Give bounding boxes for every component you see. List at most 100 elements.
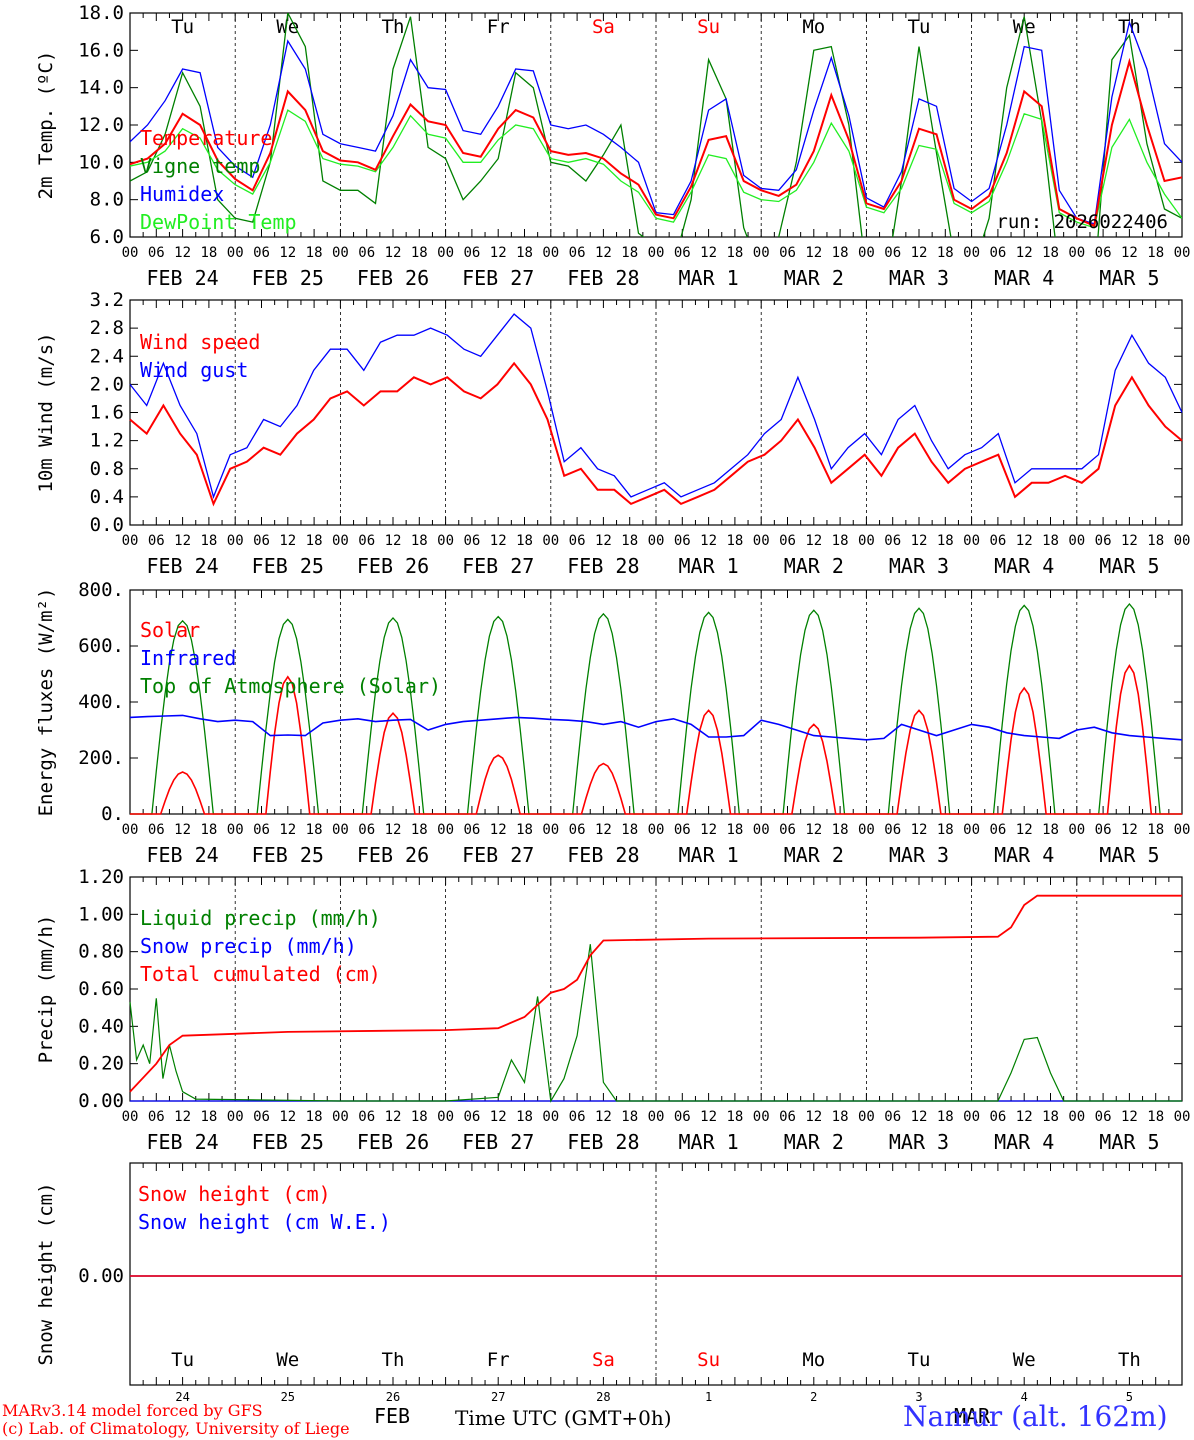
hour-tick-label: 12 xyxy=(1016,533,1033,549)
y-tick-label: 0.00 xyxy=(78,1090,124,1112)
legend-entry: Infrared xyxy=(140,646,236,670)
hour-tick-label: 00 xyxy=(648,533,665,549)
date-label: FEB 28 xyxy=(567,843,639,867)
hour-tick-label: 00 xyxy=(963,822,980,838)
hour-tick-label: 12 xyxy=(595,245,612,261)
month-label: MAR xyxy=(954,1404,991,1428)
weekday-label: Sa xyxy=(592,1349,615,1371)
hour-tick-label: 00 xyxy=(1068,1109,1085,1125)
hour-tick-label: 06 xyxy=(779,533,796,549)
hour-tick-label: 12 xyxy=(805,822,822,838)
hour-tick-label: 06 xyxy=(148,533,165,549)
hour-tick-label: 00 xyxy=(1174,1109,1191,1125)
y-tick-label: 0. xyxy=(101,803,124,825)
weekday-label: We xyxy=(276,1349,299,1371)
hour-tick-label: 12 xyxy=(279,245,296,261)
hour-tick-label: 12 xyxy=(1121,1109,1138,1125)
date-label: FEB 27 xyxy=(462,266,534,290)
y-tick-label: 800. xyxy=(78,579,124,601)
hour-tick-label: 06 xyxy=(1095,1109,1112,1125)
y-tick-label: 1.6 xyxy=(90,402,124,424)
hour-tick-label: 06 xyxy=(253,245,270,261)
hour-tick-label: 12 xyxy=(911,1109,928,1125)
weekday-label: We xyxy=(276,16,299,38)
weekday-label: Th xyxy=(1118,16,1141,38)
hour-tick-label: 00 xyxy=(1068,822,1085,838)
date-label: MAR 5 xyxy=(1099,1130,1159,1154)
series-wind-gust xyxy=(129,313,1183,499)
hour-tick-label: 18 xyxy=(411,533,428,549)
date-label: MAR 3 xyxy=(889,1130,949,1154)
day-number: 26 xyxy=(386,1390,400,1404)
date-label: MAR 3 xyxy=(889,843,949,867)
date-label: MAR 4 xyxy=(994,554,1054,578)
hour-tick-label: 18 xyxy=(411,1109,428,1125)
day-number: 25 xyxy=(281,1390,295,1404)
hour-tick-label: 00 xyxy=(542,822,559,838)
hour-tick-label: 00 xyxy=(963,533,980,549)
hour-tick-label: 06 xyxy=(779,1109,796,1125)
y-tick-label: 8.0 xyxy=(90,189,124,211)
hour-tick-label: 18 xyxy=(306,533,323,549)
legend-entry: Total cumulated (cm) xyxy=(140,962,381,986)
hour-tick-label: 12 xyxy=(700,822,717,838)
hour-tick-label: 18 xyxy=(1042,245,1059,261)
y-tick-label: 0.60 xyxy=(78,978,124,1000)
hour-tick-label: 06 xyxy=(884,533,901,549)
hour-tick-label: 18 xyxy=(1042,533,1059,549)
hour-tick-label: 06 xyxy=(463,245,480,261)
hour-tick-label: 12 xyxy=(174,533,191,549)
y-tick-label: 0.8 xyxy=(90,458,124,480)
hour-tick-label: 06 xyxy=(674,533,691,549)
y-tick-label: 2.4 xyxy=(90,345,124,367)
model-credit: MARv3.14 model forced by GFS xyxy=(2,1401,263,1420)
hour-tick-label: 06 xyxy=(358,245,375,261)
weekday-label: Su xyxy=(697,16,720,38)
y-axis-label: Energy fluxes (W/m²) xyxy=(35,588,57,817)
hour-tick-label: 06 xyxy=(674,822,691,838)
hour-tick-label: 18 xyxy=(621,822,638,838)
hour-tick-label: 18 xyxy=(832,533,849,549)
hour-tick-label: 12 xyxy=(595,533,612,549)
hour-tick-label: 18 xyxy=(1147,1109,1164,1125)
hour-tick-label: 18 xyxy=(411,245,428,261)
hour-tick-label: 18 xyxy=(306,1109,323,1125)
hour-tick-label: 06 xyxy=(358,822,375,838)
date-label: MAR 2 xyxy=(784,843,844,867)
hour-tick-label: 18 xyxy=(516,245,533,261)
hour-tick-label: 06 xyxy=(569,245,586,261)
date-label: FEB 25 xyxy=(252,554,324,578)
hour-tick-label: 00 xyxy=(332,822,349,838)
hour-tick-label: 06 xyxy=(463,533,480,549)
hour-tick-label: 12 xyxy=(385,533,402,549)
day-number: 28 xyxy=(596,1390,610,1404)
hour-tick-label: 12 xyxy=(805,245,822,261)
y-tick-label: 18.0 xyxy=(78,2,124,24)
run-label: run: 2026022406 xyxy=(996,211,1168,233)
hour-tick-label: 06 xyxy=(884,245,901,261)
hour-tick-label: 12 xyxy=(805,533,822,549)
hour-tick-label: 00 xyxy=(227,533,244,549)
date-label: MAR 1 xyxy=(678,554,738,578)
day-number: 5 xyxy=(1126,1390,1133,1404)
legend-entry: Temperature xyxy=(140,126,272,150)
panel-4: 0.00 0.20 0.40 0.60 0.80 1.00 1.20 Precip (mm/h… xyxy=(35,866,1190,1154)
hour-tick-label: 00 xyxy=(1174,245,1191,261)
hour-tick-label: 00 xyxy=(437,245,454,261)
hour-tick-label: 12 xyxy=(1121,822,1138,838)
legend-entry: Liquid precip (mm/h) xyxy=(140,906,381,930)
hour-tick-label: 18 xyxy=(937,1109,954,1125)
hour-tick-label: 18 xyxy=(726,822,743,838)
hour-tick-label: 00 xyxy=(542,533,559,549)
hour-tick-label: 18 xyxy=(726,1109,743,1125)
x-axis-title: Time UTC (GMT+0h) xyxy=(455,1406,672,1430)
hour-tick-label: 00 xyxy=(753,1109,770,1125)
legend-entry: Humidex xyxy=(140,182,224,206)
y-tick-label: 3.2 xyxy=(90,289,124,311)
hour-tick-label: 18 xyxy=(1147,245,1164,261)
series-infrared xyxy=(129,714,1183,741)
hour-tick-label: 18 xyxy=(516,1109,533,1125)
hour-tick-label: 12 xyxy=(490,533,507,549)
y-axis-label: Snow height (cm) xyxy=(35,1182,57,1365)
date-label: MAR 1 xyxy=(678,266,738,290)
